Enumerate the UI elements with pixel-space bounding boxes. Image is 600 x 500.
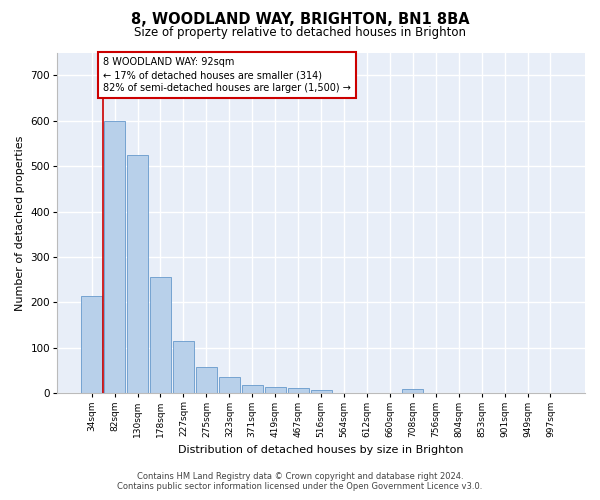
Text: Size of property relative to detached houses in Brighton: Size of property relative to detached ho…: [134, 26, 466, 39]
Text: 8 WOODLAND WAY: 92sqm
← 17% of detached houses are smaller (314)
82% of semi-det: 8 WOODLAND WAY: 92sqm ← 17% of detached …: [103, 57, 351, 94]
Bar: [150, 278, 171, 394]
Bar: [104, 120, 125, 394]
Text: Contains HM Land Registry data © Crown copyright and database right 2024.
Contai: Contains HM Land Registry data © Crown c…: [118, 472, 482, 491]
Bar: [265, 386, 286, 394]
Text: 8, WOODLAND WAY, BRIGHTON, BN1 8BA: 8, WOODLAND WAY, BRIGHTON, BN1 8BA: [131, 12, 469, 28]
Y-axis label: Number of detached properties: Number of detached properties: [15, 135, 25, 310]
Bar: [81, 296, 102, 394]
Bar: [219, 378, 240, 394]
Bar: [173, 341, 194, 394]
Bar: [242, 385, 263, 394]
Bar: [287, 388, 308, 394]
X-axis label: Distribution of detached houses by size in Brighton: Distribution of detached houses by size …: [178, 445, 464, 455]
Bar: [311, 390, 332, 394]
Bar: [127, 155, 148, 394]
Bar: [402, 389, 424, 394]
Bar: [196, 368, 217, 394]
